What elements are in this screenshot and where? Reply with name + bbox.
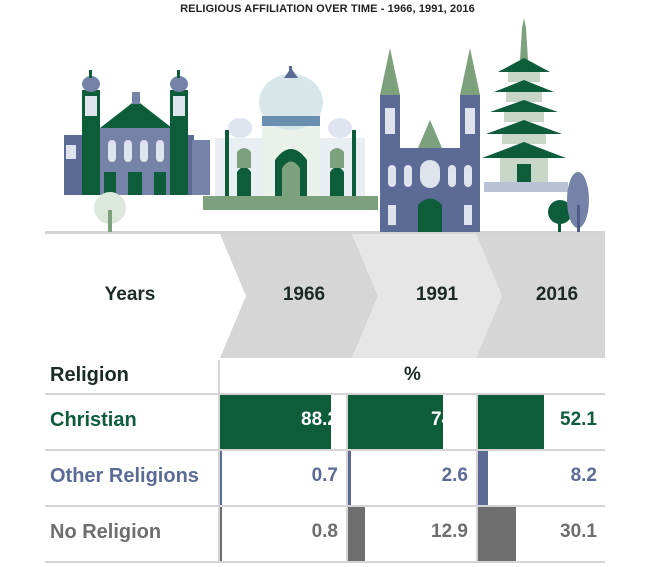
band-segment-2016 (476, 234, 605, 358)
ground-line (45, 231, 605, 234)
year-label-1966: 1966 (282, 284, 326, 305)
table-line (45, 561, 605, 563)
bar-other-religions-2016 (478, 451, 488, 505)
bar-christian-2016 (478, 395, 544, 449)
value-label-other-religions-2016: 8.2 (570, 465, 597, 486)
year-label-1991: 1991 (415, 284, 459, 305)
row-label-christian: Christian (50, 409, 137, 431)
value-label-christian-2016: 52.1 (560, 409, 597, 430)
bar-christian-1966 (220, 395, 331, 449)
bar-no-religion-1966 (220, 507, 222, 561)
table-line (218, 360, 220, 561)
table-line (45, 449, 605, 451)
value-label-other-religions-1991: 2.6 (441, 465, 468, 486)
bar-other-religions-1966 (220, 451, 222, 505)
row-label-no-religion: No Religion (50, 521, 162, 543)
table-line (45, 505, 605, 507)
value-label-no-religion-1966: 0.8 (311, 521, 338, 542)
value-label-christian-1966: 88.2 (301, 409, 338, 430)
table-line (476, 393, 478, 561)
bar-other-religions-1991 (348, 451, 351, 505)
value-label-no-religion-2016: 30.1 (560, 521, 597, 542)
table-line (346, 393, 348, 561)
unit-header: % (404, 364, 421, 385)
religion-header: Religion (50, 364, 129, 386)
row-label-other-religions: Other Religions (50, 465, 199, 487)
pagoda-icon (482, 18, 568, 192)
years-label: Years (104, 284, 156, 305)
band-segment-1966 (220, 234, 378, 358)
tree-icon (94, 192, 126, 232)
bar-no-religion-2016 (478, 507, 516, 561)
tree-icon-right (548, 172, 589, 232)
church-icon (64, 70, 210, 195)
value-label-no-religion-1991: 12.9 (431, 521, 468, 542)
cathedral-icon (380, 48, 480, 232)
bar-christian-1991 (348, 395, 443, 449)
year-label-2016: 2016 (535, 284, 579, 305)
band-segment-1991 (352, 234, 502, 358)
mosque-icon (203, 66, 378, 210)
value-label-christian-1991: 74.0 (431, 409, 468, 430)
bar-no-religion-1991 (348, 507, 365, 561)
chart-title: RELIGIOUS AFFILIATION OVER TIME - 1966, … (180, 3, 475, 15)
table-line (45, 393, 605, 395)
value-label-other-religions-1966: 0.7 (311, 465, 338, 486)
religious-buildings-illustration (45, 18, 605, 234)
